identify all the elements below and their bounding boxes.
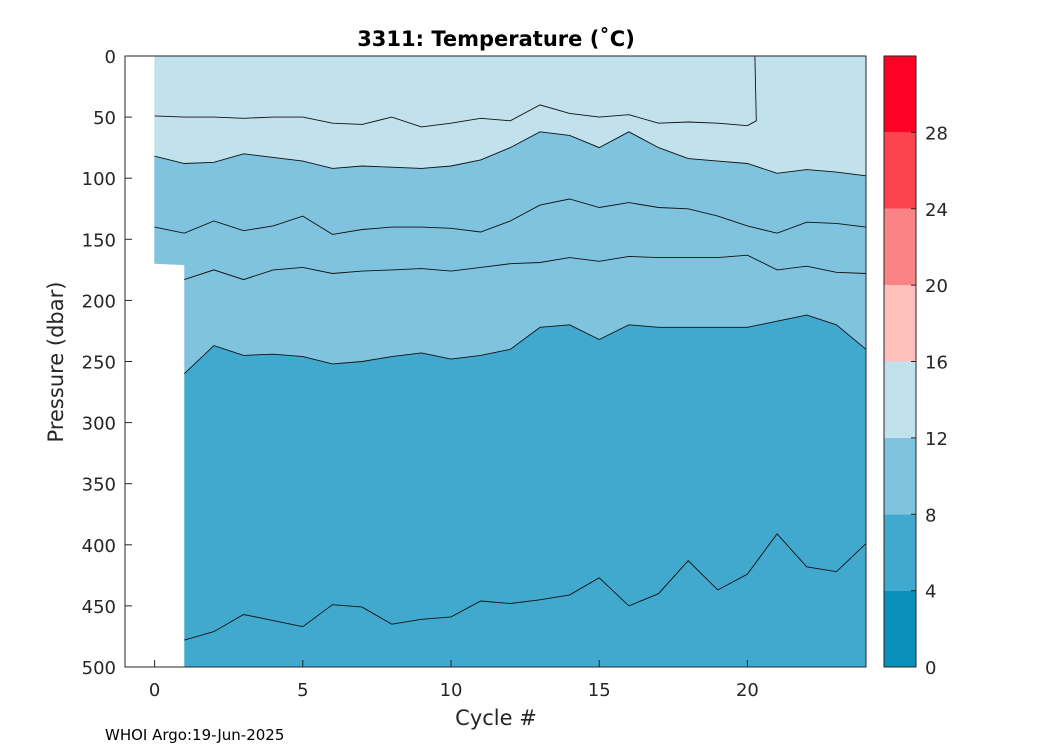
y-tick-label: 350 [82, 475, 116, 496]
x-tick-label: 20 [736, 680, 759, 701]
colorbar-tick-label: 20 [925, 276, 948, 297]
y-tick-label: 50 [93, 108, 116, 129]
colorbar-swatch [884, 56, 916, 133]
y-tick-label: 200 [82, 291, 116, 312]
colorbar-swatch [884, 590, 916, 667]
x-tick-label: 0 [149, 680, 160, 701]
contour-line-iso_6 [184, 533, 867, 641]
contour-line-iso_10 [154, 198, 867, 235]
y-tick-label: 450 [82, 597, 116, 618]
contour-line-iso_12 [154, 131, 867, 177]
x-tick-label: 15 [588, 680, 611, 701]
y-tick-label: 300 [82, 414, 116, 435]
colorbar-tick-label: 0 [925, 658, 936, 679]
contour-line-iso_8 [183, 314, 867, 375]
y-tick-label: 500 [82, 658, 116, 679]
y-tick-label: 0 [105, 47, 116, 68]
contour-line-iso_14 [154, 55, 757, 128]
temperature-band-2 [154, 314, 867, 668]
y-tick-label: 400 [82, 536, 116, 557]
colorbar-tick-label: 24 [925, 200, 948, 221]
x-tick-label: 10 [440, 680, 463, 701]
colorbar-swatch [884, 437, 916, 515]
y-axis-label: Pressure (dbar) [44, 282, 68, 443]
chart-title: 3311: Temperature (˚C) [357, 27, 635, 51]
y-tick-label: 250 [82, 353, 116, 374]
y-tick-label: 100 [82, 169, 116, 190]
colorbar-swatch [884, 361, 916, 438]
colorbar-tick-label: 28 [925, 123, 948, 144]
colorbar-swatch [884, 514, 916, 591]
colorbar-tick-label: 16 [925, 353, 948, 374]
x-axis: 0 5 10 15 20 [149, 660, 759, 701]
colorbar-swatch [884, 132, 916, 209]
colorbar-swatch [884, 208, 916, 286]
x-axis-label: Cycle # [455, 706, 537, 730]
colorbar-tick-label: 4 [925, 582, 936, 603]
contour-line-iso_9 [184, 254, 867, 281]
no-data-region [153, 263, 185, 667]
colorbar-tick-label: 8 [925, 505, 936, 526]
y-tick-label: 150 [82, 230, 116, 251]
y-axis: 0 50 100 150 200 250 300 350 400 450 500 [82, 47, 132, 679]
x-tick-label: 5 [297, 680, 308, 701]
colorbar-tick-label: 12 [925, 429, 948, 450]
colorbar-swatch [884, 285, 916, 362]
footer-credit: WHOI Argo:19-Jun-2025 [105, 726, 284, 744]
contour-plot-area [124, 55, 867, 668]
colorbar: 0 4 8 12 16 20 24 28 [883, 55, 948, 679]
